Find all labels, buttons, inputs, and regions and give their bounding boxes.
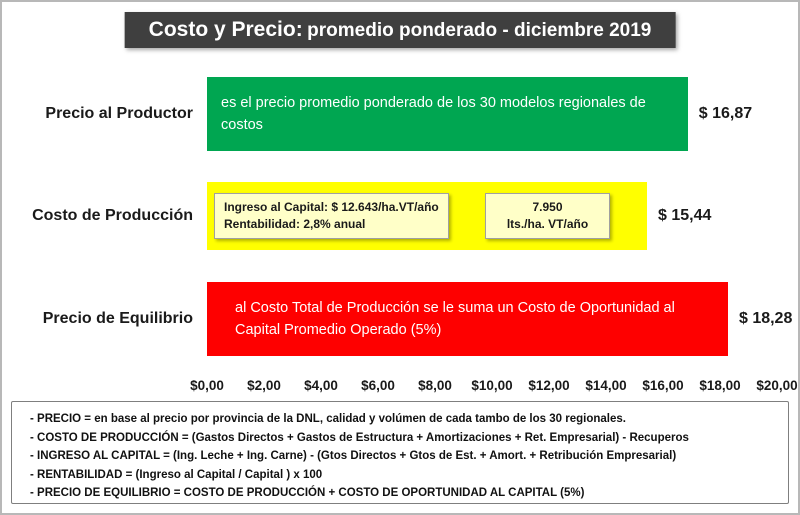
x-tick: $6,00 [361, 378, 395, 393]
liters-info-line1: 7.950 [532, 200, 563, 214]
value-label-costo-de-produccion: $ 15,44 [658, 207, 712, 224]
footnote-precio-de-equilibrio: - PRECIO DE EQUILIBRIO = COSTO DE PRODUC… [30, 487, 585, 499]
category-label-precio-de-equilibrio: Precio de Equilibrio [42, 309, 193, 327]
plot-row: al Costo Total de Producción se le suma … [207, 282, 792, 356]
bar-row-precio-al-productor: Precio al Productor es el precio promedi… [2, 77, 800, 151]
capital-info-box: Ingreso al Capital: $ 12.643/ha.VT/año R… [214, 193, 449, 239]
capital-info-line1: Ingreso al Capital: $ 12.643/ha.VT/año [224, 200, 439, 214]
plot-row: Ingreso al Capital: $ 12.643/ha.VT/año R… [207, 182, 777, 250]
x-tick: $20,00 [756, 378, 798, 393]
x-tick: $8,00 [418, 378, 452, 393]
capital-info-line2: Rentabilidad: 2,8% anual [224, 217, 366, 231]
liters-info-box: 7.950 lts./ha. VT/año [485, 193, 610, 239]
liters-info-line2: lts./ha. VT/año [506, 217, 589, 231]
value-label-precio-de-equilibrio: $ 18,28 [738, 310, 793, 327]
x-tick: $18,00 [699, 378, 741, 393]
plot-row: es el precio promedio ponderado de los 3… [207, 77, 777, 151]
x-axis: $0,00 $2,00 $4,00 $6,00 $8,00 $10,00 $12… [190, 378, 798, 400]
bar-annotation-precio-de-equilibrio: al Costo Total de Producción se le suma … [235, 299, 675, 338]
x-tick: $2,00 [247, 378, 281, 393]
title-sub: promedio ponderado - diciembre 2019 [307, 20, 652, 41]
x-tick: $0,00 [190, 378, 224, 393]
footnote-precio: - PRECIO = en base al precio por provinc… [30, 413, 626, 425]
x-tick: $16,00 [642, 378, 684, 393]
footnote-costo-de-produccion: - COSTO DE PRODUCCIÓN = (Gastos Directos… [30, 431, 689, 444]
category-label-precio-al-productor: Precio al Productor [45, 104, 193, 122]
footnotes-box: - PRECIO = en base al precio por provinc… [11, 401, 789, 504]
footnote-rentabilidad: - RENTABILIDAD = (Ingreso al Capital / C… [30, 468, 323, 481]
bar-precio-de-equilibrio: al Costo Total de Producción se le suma … [207, 282, 728, 356]
x-tick: $4,00 [304, 378, 338, 393]
x-tick: $14,00 [585, 378, 627, 393]
x-tick: $10,00 [471, 378, 513, 393]
value-label-precio-al-productor: $ 16,87 [698, 105, 753, 122]
chart-title: Costo y Precio: promedio ponderado - dic… [124, 12, 676, 48]
bar-precio-al-productor: es el precio promedio ponderado de los 3… [207, 77, 688, 151]
bar-row-precio-de-equilibrio: Precio de Equilibrio al Costo Total de P… [2, 282, 800, 356]
category-label-costo-de-produccion: Costo de Producción [32, 206, 193, 224]
bar-annotation-precio-al-productor: es el precio promedio ponderado de los 3… [221, 94, 646, 133]
bar-row-costo-de-produccion: Costo de Producción Ingreso al Capital: … [2, 182, 800, 250]
x-tick: $12,00 [528, 378, 570, 393]
bar-chart: Precio al Productor es el precio promedi… [2, 62, 800, 402]
bar-costo-de-produccion: Ingreso al Capital: $ 12.643/ha.VT/año R… [207, 182, 648, 250]
title-main: Costo y Precio: [148, 18, 303, 41]
footnote-ingreso-al-capital: - INGRESO AL CAPITAL = (Ing. Leche + Ing… [30, 450, 677, 462]
